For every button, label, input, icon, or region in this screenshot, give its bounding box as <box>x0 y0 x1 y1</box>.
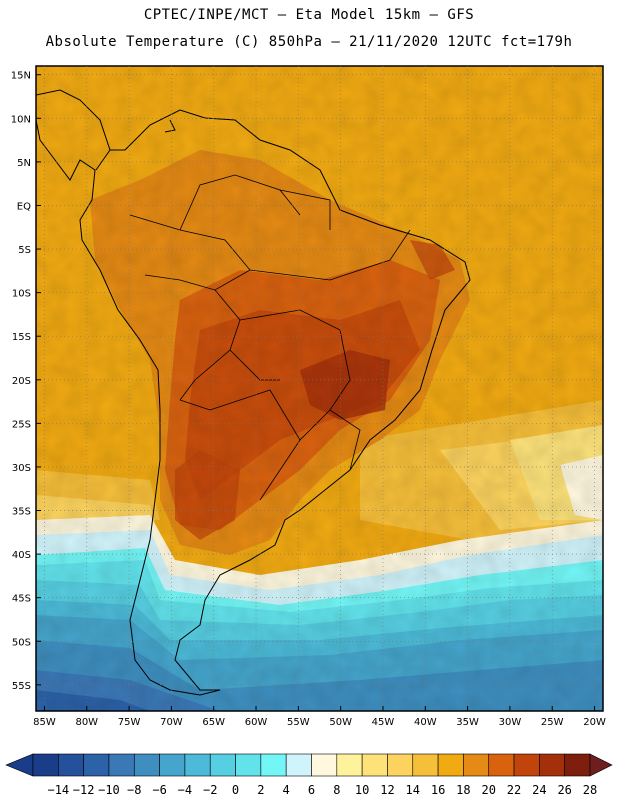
lat-label: 10N <box>11 114 31 125</box>
lon-label: 45W <box>372 717 395 728</box>
lon-label: 75W <box>118 717 141 728</box>
colorbar-swatch <box>387 753 414 777</box>
lat-label: 30S <box>12 463 31 474</box>
colorbar-swatch <box>336 753 363 777</box>
lon-label: 55W <box>287 717 310 728</box>
lon-label: 60W <box>245 717 268 728</box>
colorbar-swatch <box>311 753 338 777</box>
colorbar-label: 12 <box>380 783 395 797</box>
coastlines <box>36 89 471 696</box>
lon-label: 40W <box>414 717 437 728</box>
title-line-1: CPTEC/INPE/MCT – Eta Model 15km – GFS <box>143 7 475 23</box>
lat-label: 40S <box>12 550 31 561</box>
colorbar-label: −12 <box>72 783 95 797</box>
temperature-map: 85W 80W 75W 70W 65W 60W 55W 50W 45W 40W 35W 30W 25W 2… <box>11 65 606 728</box>
colorbar-low-arrow <box>5 753 34 777</box>
colorbar-label: −6 <box>152 783 167 797</box>
axis-labels: 85W 80W 75W 70W 65W 60W 55W 50W 45W 40W 35W 30W 25W 2… <box>11 71 606 728</box>
colorbar-swatch <box>159 753 186 777</box>
lat-label: 35S <box>12 507 31 518</box>
lon-label: 35W <box>456 717 479 728</box>
map-frame <box>35 65 604 712</box>
colorbar-label: 26 <box>557 783 572 797</box>
lon-label: 25W <box>541 717 564 728</box>
lat-label: 50S <box>12 637 31 648</box>
lat-label: 10S <box>12 289 31 300</box>
colorbar-swatch <box>58 753 84 777</box>
colorbar-label: 4 <box>282 783 290 797</box>
colorbar-swatch <box>437 753 464 777</box>
colorbar-label: 18 <box>456 783 471 797</box>
colorbar-swatch <box>108 753 135 777</box>
lat-label: 45S <box>12 594 31 605</box>
colorbar-label: −4 <box>177 783 193 797</box>
temperature-field <box>36 66 603 711</box>
colorbar-label: −2 <box>202 783 218 797</box>
country-borders <box>129 174 411 501</box>
lon-label: 85W <box>33 717 56 728</box>
colorbar-swatch <box>539 753 565 777</box>
colorbar-label: 28 <box>582 783 598 797</box>
colorbar-swatch <box>463 753 490 777</box>
lon-label: 65W <box>202 717 225 728</box>
lat-label: 5S <box>18 245 31 256</box>
graticule <box>36 66 603 711</box>
lat-label: 20S <box>12 376 31 387</box>
colorbar-swatch <box>412 753 439 777</box>
colorbar-swatch <box>564 753 591 777</box>
colorbar-label: −14 <box>47 783 70 797</box>
colorbar-swatch <box>83 753 110 777</box>
lon-label: 20W <box>583 717 606 728</box>
colorbar-label: 6 <box>307 783 316 797</box>
lat-label: 55S <box>12 681 31 692</box>
colorbar-label: 16 <box>430 783 446 797</box>
lat-label: 15S <box>12 332 31 343</box>
lat-label: EQ <box>17 201 31 212</box>
colorbar-swatch <box>260 753 287 777</box>
colorbar-swatch <box>513 753 540 777</box>
colorbar-label: 14 <box>405 783 420 797</box>
colorbar-swatch <box>209 753 236 777</box>
title-line-2: Absolute Temperature (C) 850hPa – 21/11/… <box>45 34 573 50</box>
colorbar-label: 22 <box>506 783 522 797</box>
colorbar-swatch <box>32 753 59 777</box>
colorbar-label: 24 <box>532 783 547 797</box>
colorbar-swatch <box>184 753 211 777</box>
lon-label: 80W <box>75 717 98 728</box>
colorbar-label: 8 <box>333 783 341 797</box>
colorbar-swatch <box>133 753 160 777</box>
colorbar-label: 2 <box>257 783 265 797</box>
colorbar-label: 0 <box>231 783 240 797</box>
colorbar <box>5 753 613 777</box>
lat-label: 5N <box>17 158 31 169</box>
lon-label: 50W <box>329 717 352 728</box>
colorbar-label: 10 <box>354 783 370 797</box>
colorbar-label: 20 <box>481 783 496 797</box>
colorbar-label: −10 <box>98 783 120 797</box>
lat-label: 15N <box>11 71 31 82</box>
colorbar-swatch <box>285 753 312 777</box>
colorbar-label: −8 <box>127 783 142 797</box>
lat-label: 25S <box>12 419 31 430</box>
colorbar-high-arrow <box>589 753 613 777</box>
colorbar-swatch <box>488 753 515 777</box>
lon-label: 70W <box>160 717 183 728</box>
lon-label: 30W <box>499 717 522 728</box>
colorbar-swatch <box>235 753 262 777</box>
colorbar-swatch <box>361 753 388 777</box>
